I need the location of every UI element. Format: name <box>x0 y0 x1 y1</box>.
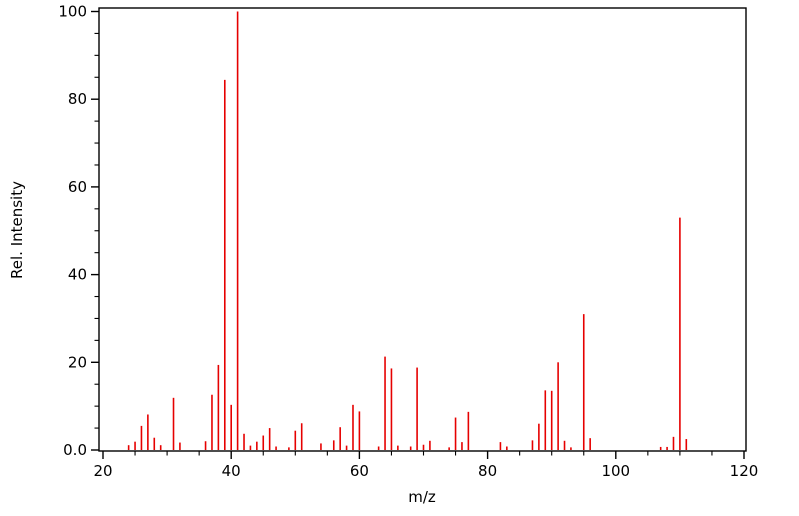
y-axis-title: Rel. Intensity <box>8 181 26 279</box>
x-axis-title: m/z <box>408 488 436 506</box>
y-tick-label: 20 <box>68 353 87 371</box>
y-tick-label: 100 <box>58 3 87 21</box>
x-tick-label: 120 <box>730 462 759 480</box>
plot-frame <box>98 7 747 452</box>
y-tick-label: 60 <box>68 178 87 196</box>
x-tick-label: 80 <box>478 462 497 480</box>
y-tick-label: 40 <box>68 266 87 284</box>
x-tick-label: 40 <box>222 462 241 480</box>
x-tick-label: 100 <box>601 462 630 480</box>
y-tick-label: 80 <box>68 90 87 108</box>
x-tick-label: 20 <box>93 462 112 480</box>
y-tick-label: 0.0 <box>63 441 87 459</box>
x-tick-label: 60 <box>350 462 369 480</box>
